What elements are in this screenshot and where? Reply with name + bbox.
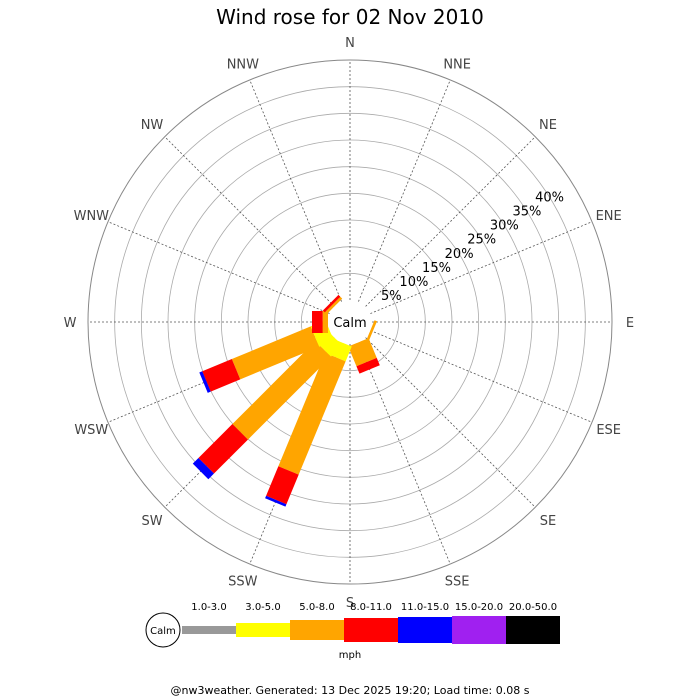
percent-label-20: 20%	[445, 247, 474, 262]
bar-sse-5.0-8.0	[348, 338, 377, 367]
direction-labels: N NNE NE ENE E ESE SE SSE S SSW SW WSW W WNW NW NNW	[64, 36, 635, 611]
percent-label-15: 15%	[422, 261, 451, 276]
wind-bars	[192, 294, 380, 507]
calm-circle: Calm	[328, 300, 372, 344]
calm-label: Calm	[333, 316, 366, 331]
chart-title: Wind rose for 02 Nov 2010	[216, 5, 484, 29]
direction-label-sw: SW	[141, 514, 162, 529]
legend-label-8.0-11.0: 8.0-11.0	[350, 602, 392, 613]
direction-label-wnw: WNW	[74, 209, 110, 224]
direction-label-n: N	[345, 36, 355, 51]
legend-label-5.0-8.0: 5.0-8.0	[299, 602, 334, 613]
percent-label-35: 35%	[513, 204, 542, 219]
legend-calm-label: Calm	[150, 626, 176, 637]
direction-label-s: S	[346, 596, 354, 611]
direction-label-e: E	[626, 316, 634, 331]
legend-label-1.0-3.0: 1.0-3.0	[191, 602, 226, 613]
spoke-nw	[164, 136, 335, 307]
footer-text: @nw3weather. Generated: 13 Dec 2025 19:2…	[171, 684, 530, 697]
legend-swatch-20.0-50.0	[506, 616, 560, 644]
legend-swatch-1.0-3.0	[182, 626, 236, 634]
bar-ese-5.0-8.0	[366, 320, 377, 342]
legend-label-3.0-5.0: 3.0-5.0	[245, 602, 280, 613]
ring-20	[220, 192, 480, 452]
legend-label-15.0-20.0: 15.0-20.0	[455, 602, 503, 613]
bar-ssw-8.0-11.0	[266, 466, 299, 505]
spoke-nnw	[249, 79, 342, 302]
direction-label-w: W	[64, 316, 77, 331]
percent-label-30: 30%	[490, 219, 519, 234]
bar-wsw-11.0-15.0	[199, 371, 211, 393]
legend-swatch-15.0-20.0	[452, 616, 506, 644]
legend-label-11.0-15.0: 11.0-15.0	[401, 602, 449, 613]
direction-label-ssw: SSW	[228, 575, 258, 590]
bar-wsw-8.0-11.0	[202, 359, 241, 392]
legend-swatch-8.0-11.0	[344, 618, 398, 642]
direction-label-nw: NW	[141, 118, 164, 133]
bar-w-5.0-8.0	[322, 311, 328, 333]
direction-label-ene: ENE	[596, 209, 622, 224]
bar-nw-5.0-8.0	[324, 296, 343, 315]
legend-label-20.0-50.0: 20.0-50.0	[509, 602, 557, 613]
bar-sw-11.0-15.0	[192, 458, 214, 480]
bar-w-8.0-11.0	[312, 311, 323, 333]
spoke-ne	[365, 136, 536, 307]
bar-sse-8.0-11.0	[356, 357, 380, 374]
legend-swatch-11.0-15.0	[398, 617, 452, 643]
bar-nw-8.0-11.0	[322, 294, 341, 313]
direction-label-ese: ESE	[596, 423, 621, 438]
direction-label-se: SE	[540, 514, 556, 529]
bar-sw-5.0-8.0	[232, 341, 331, 440]
percent-label-5: 5%	[381, 289, 402, 304]
spoke-nne	[358, 79, 451, 302]
spoke-se	[365, 337, 536, 508]
direction-label-ne: NE	[539, 118, 557, 133]
bar-ssw-11.0-15.0	[265, 495, 287, 507]
percent-labels: 5%10%15%20%25%30%35%40%	[381, 190, 564, 304]
legend-swatch-3.0-5.0	[236, 623, 290, 637]
percent-label-10: 10%	[399, 275, 428, 290]
legend-swatch-5.0-8.0	[290, 620, 344, 640]
outer-ring	[87, 59, 613, 585]
spoke-sse	[358, 342, 451, 565]
direction-label-nnw: NNW	[227, 57, 259, 72]
bar-ssw-5.0-8.0	[278, 352, 346, 475]
ring-5	[300, 272, 400, 372]
percent-label-25: 25%	[467, 233, 496, 248]
ring-35	[140, 112, 560, 532]
bar-wsw-5.0-8.0	[231, 326, 320, 380]
legend-calm-circle	[145, 612, 181, 648]
spoke-ese	[370, 330, 593, 423]
direction-label-sse: SSE	[445, 575, 470, 590]
percent-label-40: 40%	[535, 190, 564, 205]
legend: Calm 1.0-3.0 3.0-5.0 5.0-8.0 8.0-11.0 11.0-15…	[145, 602, 560, 661]
spoke-wnw	[107, 221, 330, 314]
direction-label-wsw: WSW	[74, 423, 108, 438]
spoke-ene	[370, 221, 593, 314]
legend-unit: mph	[339, 650, 361, 661]
direction-label-nne: NNE	[443, 57, 471, 72]
bar-sw-8.0-11.0	[198, 424, 248, 474]
